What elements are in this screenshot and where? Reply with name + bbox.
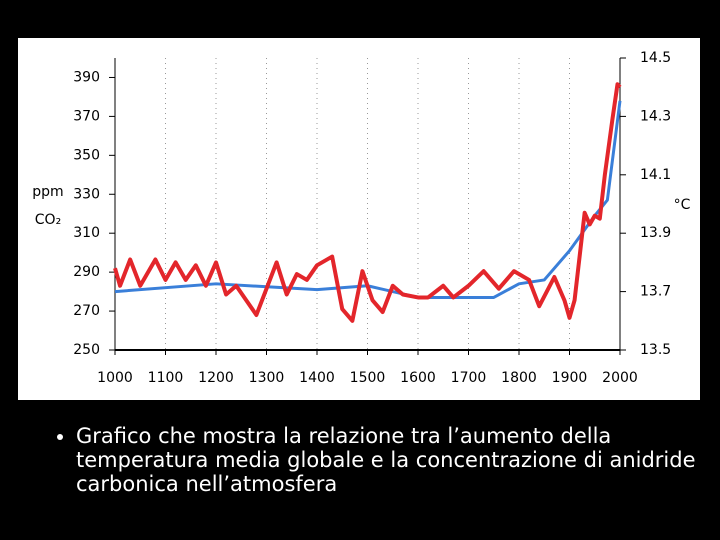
chart: ppm CO₂ °C 1000 1100 1200 1300 1400 1500 1600 1… [18,38,700,400]
y-tick-label: 270 [73,303,100,319]
x-tick-label: 1100 [148,370,184,386]
line-series [114,100,622,299]
y2-tick-label: 14.3 [640,108,671,124]
x-tick-label: 1200 [198,370,234,386]
x-tick-label: 2000 [602,370,638,386]
y-tick-label: 370 [73,108,100,124]
y-axis-label-2: CO₂ [35,212,61,228]
y-tick-label: 310 [73,225,100,241]
y2-tick-label: 14.5 [640,50,671,66]
y2-tick-label: 13.7 [640,284,671,300]
x-tick-label: 1800 [501,370,537,386]
x-tick-label: 1700 [451,370,487,386]
y2-axis-label: °C [674,197,691,213]
y2-tick-label: 13.5 [640,342,671,358]
x-tick-label: 1000 [97,370,133,386]
bullet-text: Grafico che mostra la relazione tra l’au… [76,424,716,496]
x-tick-label: 1900 [552,370,588,386]
x-tick-label: 1600 [400,370,436,386]
y2-tick-label: 13.9 [640,225,671,241]
x-tick-label: 1500 [350,370,386,386]
x-tick-label: 1400 [299,370,335,386]
y-tick-label: 330 [73,186,100,202]
y-tick-label: 390 [73,69,100,85]
x-tick-label: 1300 [249,370,285,386]
y2-tick-label: 14.1 [640,167,671,183]
y-tick-label: 250 [73,342,100,358]
line-series [113,82,622,323]
y-tick-label: 290 [73,264,100,280]
bullet-list: Grafico che mostra la relazione tra l’au… [52,424,716,496]
y-tick-label: 350 [73,147,100,163]
y-axis-label: ppm [32,184,63,200]
